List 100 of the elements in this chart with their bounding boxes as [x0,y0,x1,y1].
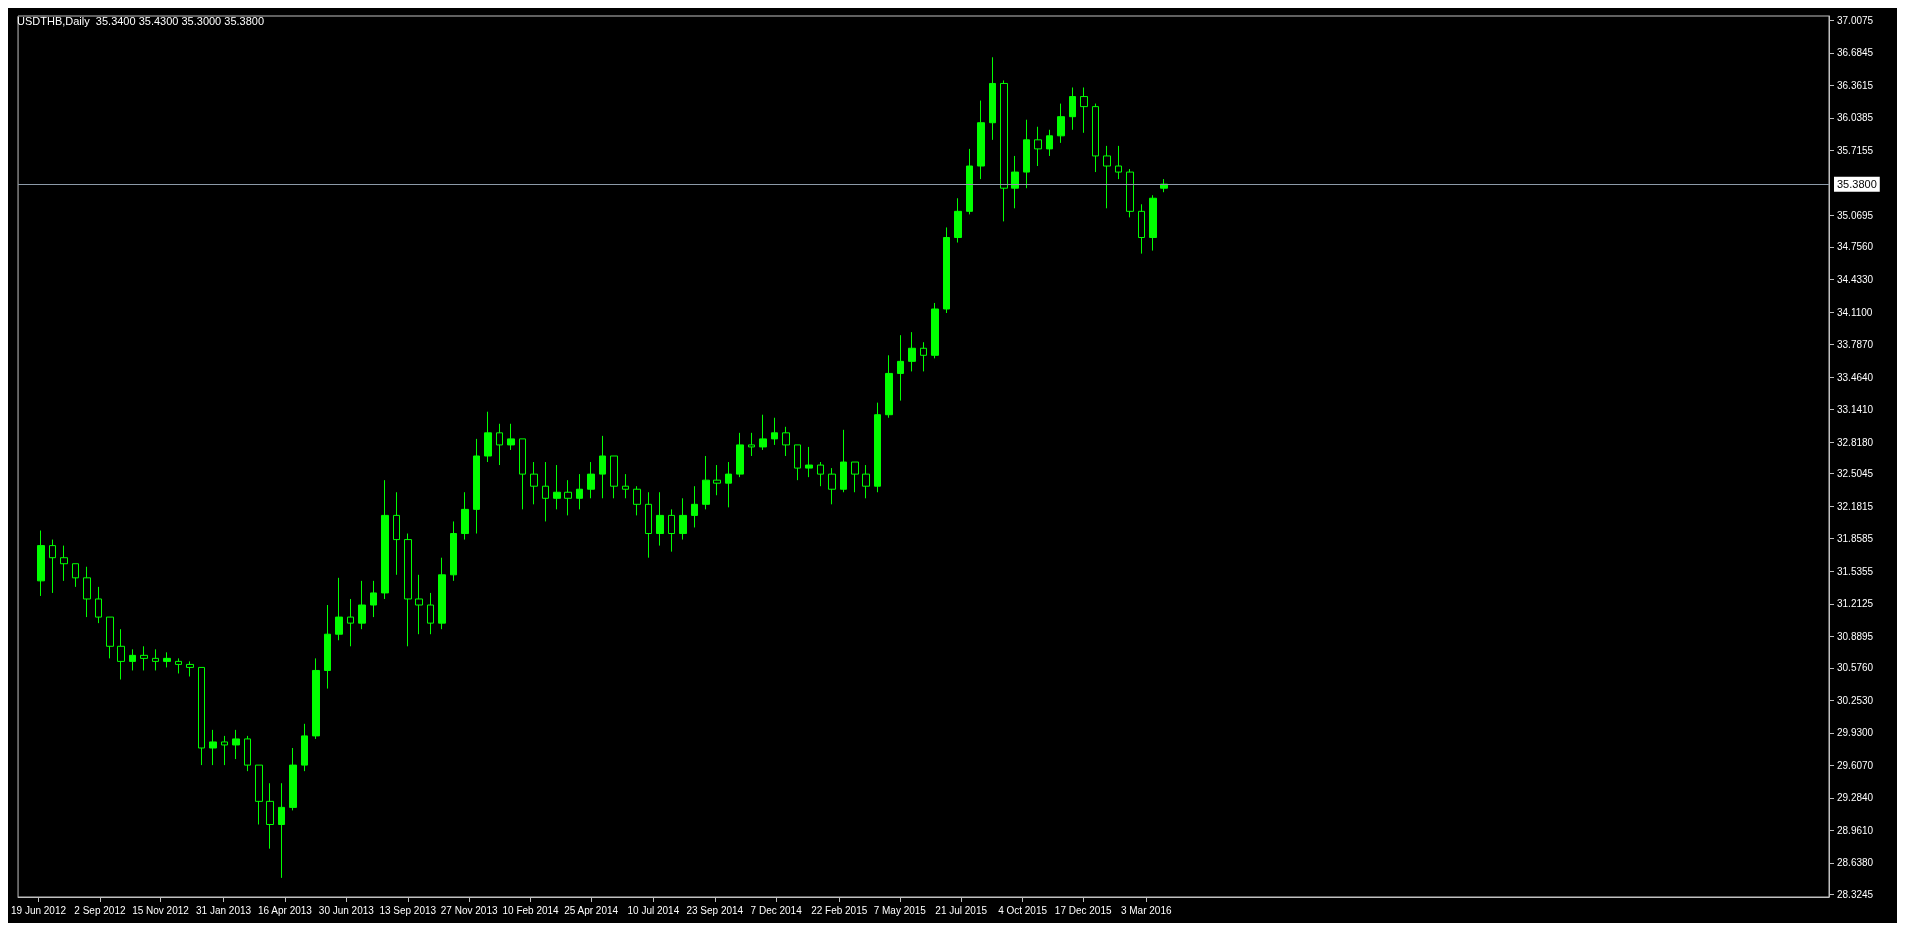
y-tick-label: 32.5045 [1837,468,1874,480]
y-tick-label: 34.4330 [1837,273,1874,285]
y-tick-label: 28.9610 [1837,824,1874,836]
candlestick [266,782,274,850]
candlestick [920,341,927,372]
y-tick-label: 28.6380 [1837,857,1874,869]
candlestick [713,464,721,496]
candlestick [805,446,813,478]
y-tick-label: 31.8585 [1837,533,1874,545]
candlestick [496,423,503,466]
x-tick-label: 4 Oct 2015 [998,904,1048,916]
candlestick [1080,86,1088,134]
candlestick [576,473,583,510]
candlestick [95,586,102,624]
x-tick-label: 25 Apr 2014 [564,904,619,916]
candlestick [255,764,263,826]
y-tick-label: 31.5355 [1837,565,1874,577]
candlestick [989,56,996,141]
x-tick-label: 22 Feb 2015 [811,904,868,916]
y-tick-label: 36.6845 [1837,47,1874,59]
candlestick [553,464,561,510]
candlestick [1115,145,1122,180]
y-tick-label: 28.3245 [1837,889,1874,901]
candlestick [1057,103,1065,144]
candlestick [129,648,136,671]
candlestick [668,508,675,553]
candlestick [289,747,297,811]
candlestick [358,580,366,630]
candlestick [473,438,480,535]
candlestick [152,648,159,671]
candlestick [1011,155,1019,209]
candlestick [1034,126,1042,167]
candlestick [37,530,45,597]
candlestick [771,417,778,446]
candlestick [748,432,755,457]
x-tick-label: 10 Feb 2014 [502,904,560,916]
candlestick [438,557,446,630]
y-tick-label: 29.9300 [1837,727,1874,739]
y-tick-label: 34.1100 [1837,306,1873,318]
candlestick [530,461,538,505]
x-tick-label: 31 Jan 2013 [196,904,252,916]
candlestick [1000,79,1008,222]
candlestick [106,616,114,659]
candlestick [874,402,881,493]
candlestick [782,426,790,457]
y-tick-label: 32.8180 [1837,436,1874,448]
candlestick [198,666,205,766]
candlestick [759,414,767,451]
candlestick [370,580,377,618]
x-tick-label: 30 Jun 2013 [318,904,375,916]
candlestick [564,479,572,516]
candlestick [393,491,400,576]
candlestick [1046,129,1053,157]
candlestick [232,729,240,760]
y-tick-label: 34.7560 [1837,241,1874,253]
candlestick [840,429,847,493]
candlestick [427,592,434,635]
candlestick [954,197,962,244]
candlestick [404,533,412,647]
candlestick [312,657,320,740]
candlestick [679,497,687,541]
candlestick [794,444,801,481]
candlestick [622,473,629,499]
candlestick [415,574,423,635]
candlestick [828,467,836,505]
candlestick [381,479,389,600]
x-tick-label: 3 Mar 2016 [1120,904,1172,916]
candlestick [656,491,664,547]
candlestick [1069,86,1076,131]
x-tick-label: 16 Apr 2013 [257,904,313,916]
y-tick-label: 36.3615 [1837,79,1874,91]
candlestick [324,604,331,690]
ref-line-label: 35.3800 [1837,178,1877,191]
candlestick [484,411,492,463]
candlestick [301,723,308,772]
y-tick-label: 35.7155 [1837,144,1874,156]
candlestick [862,464,870,499]
candlestick [244,735,251,772]
candlestick [931,302,939,359]
candlestick [221,735,228,766]
y-tick-label: 36.0385 [1837,112,1874,124]
candlestick [599,435,606,499]
candlestick [736,432,744,478]
candlestick [72,563,79,588]
candlestick [977,100,985,180]
y-tick-label: 31.2125 [1837,598,1874,610]
candlestick [278,782,285,879]
y-tick-label: 33.7870 [1837,339,1874,351]
x-tick-label: 19 Jun 2012 [10,904,67,916]
candlestick [702,455,710,510]
chart-title: USDTHB,Daily 35.3400 35.4300 35.3000 35.3800 [17,14,265,27]
candlestick [885,354,893,419]
candlestick [450,520,457,582]
candlestick [817,461,824,487]
candlestick [725,461,732,508]
candlestick [1103,145,1111,209]
candlestick [1149,194,1157,252]
x-tick-label: 23 Sep 2014 [686,904,744,916]
candlestick [140,645,148,671]
candlestick [966,148,973,215]
